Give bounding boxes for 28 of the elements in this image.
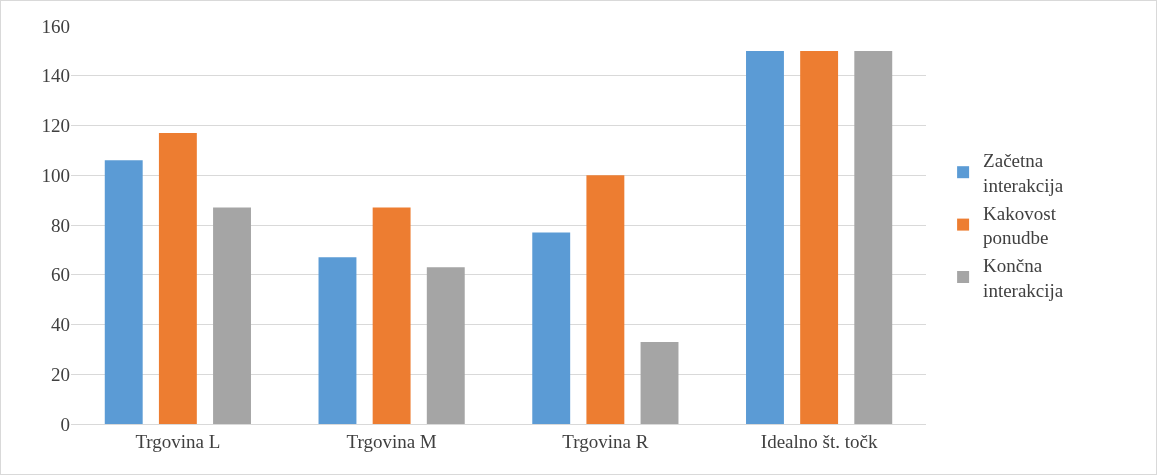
- y-tick-label: 160: [41, 15, 70, 37]
- bar: [372, 207, 411, 424]
- y-tick-label: 60: [51, 264, 70, 286]
- y-tick-label: 140: [41, 65, 70, 87]
- legend-label: Kakovost ponudbe: [983, 202, 1057, 249]
- bar: [158, 132, 197, 424]
- x-tick-label: Trgovina M: [346, 430, 437, 452]
- y-tick-label: 120: [41, 115, 70, 137]
- bar: [532, 232, 571, 424]
- legend-label: Začetna interakcija: [983, 150, 1064, 196]
- y-tick-label: 40: [51, 314, 70, 336]
- bar: [586, 175, 625, 424]
- legend-label: Končna interakcija: [983, 255, 1064, 301]
- bar: [318, 257, 357, 424]
- bar: [104, 160, 143, 424]
- bar: [746, 50, 784, 424]
- bar: [213, 207, 251, 424]
- y-tick-label: 20: [51, 363, 70, 385]
- y-tick-label: 0: [60, 413, 70, 435]
- bar: [640, 341, 679, 424]
- y-tick-label: 100: [41, 164, 70, 186]
- y-tick-label: 80: [51, 214, 70, 236]
- x-tick-label: Idealno št. točk: [760, 430, 878, 452]
- x-tick-label: Trgovina L: [135, 430, 221, 452]
- bar: [854, 50, 893, 424]
- bar: [426, 267, 465, 424]
- x-tick-label: Trgovina R: [562, 430, 649, 452]
- bar: [800, 50, 839, 424]
